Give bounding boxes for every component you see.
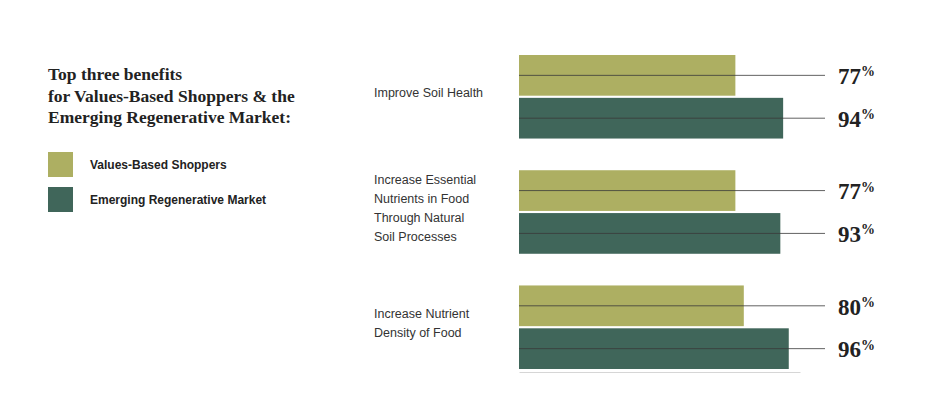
- leader-line: [519, 118, 825, 119]
- legend-label: Emerging Regenerative Market: [90, 193, 266, 207]
- leader-line: [519, 233, 825, 234]
- title: Top three benefitsfor Values-Based Shopp…: [48, 64, 295, 127]
- legend: Values-Based Shoppers Emerging Regenerati…: [48, 152, 266, 212]
- legend-label: Values-Based Shoppers: [90, 158, 227, 172]
- legend-swatch: [48, 187, 73, 212]
- data-label: 80%: [838, 295, 875, 320]
- data-label: 77%: [838, 64, 875, 89]
- x-axis: [520, 372, 801, 373]
- category-label: Increase NutrientDensity of Food: [374, 307, 470, 340]
- axis-line: [520, 372, 801, 373]
- legend-swatch: [48, 152, 73, 177]
- chart: Top three benefitsfor Values-Based Shopp…: [0, 0, 935, 419]
- category-label: Improve Soil Health: [374, 86, 483, 100]
- bars: [519, 55, 789, 369]
- leader-line: [519, 190, 825, 191]
- data-label: 94%: [838, 107, 875, 132]
- leaders: [519, 75, 825, 348]
- data-label: 77%: [838, 179, 875, 204]
- category-label: Increase EssentialNutrients in FoodThrou…: [374, 173, 476, 244]
- leader-line: [519, 75, 825, 76]
- data-labels: 77% 77% 80% 94% 93% 96%: [838, 64, 875, 362]
- leader-line: [519, 348, 825, 349]
- data-label: 96%: [838, 337, 875, 362]
- category-labels: Improve Soil Health Increase EssentialNut…: [374, 86, 483, 340]
- data-label: 93%: [838, 222, 875, 247]
- leader-line: [519, 305, 825, 306]
